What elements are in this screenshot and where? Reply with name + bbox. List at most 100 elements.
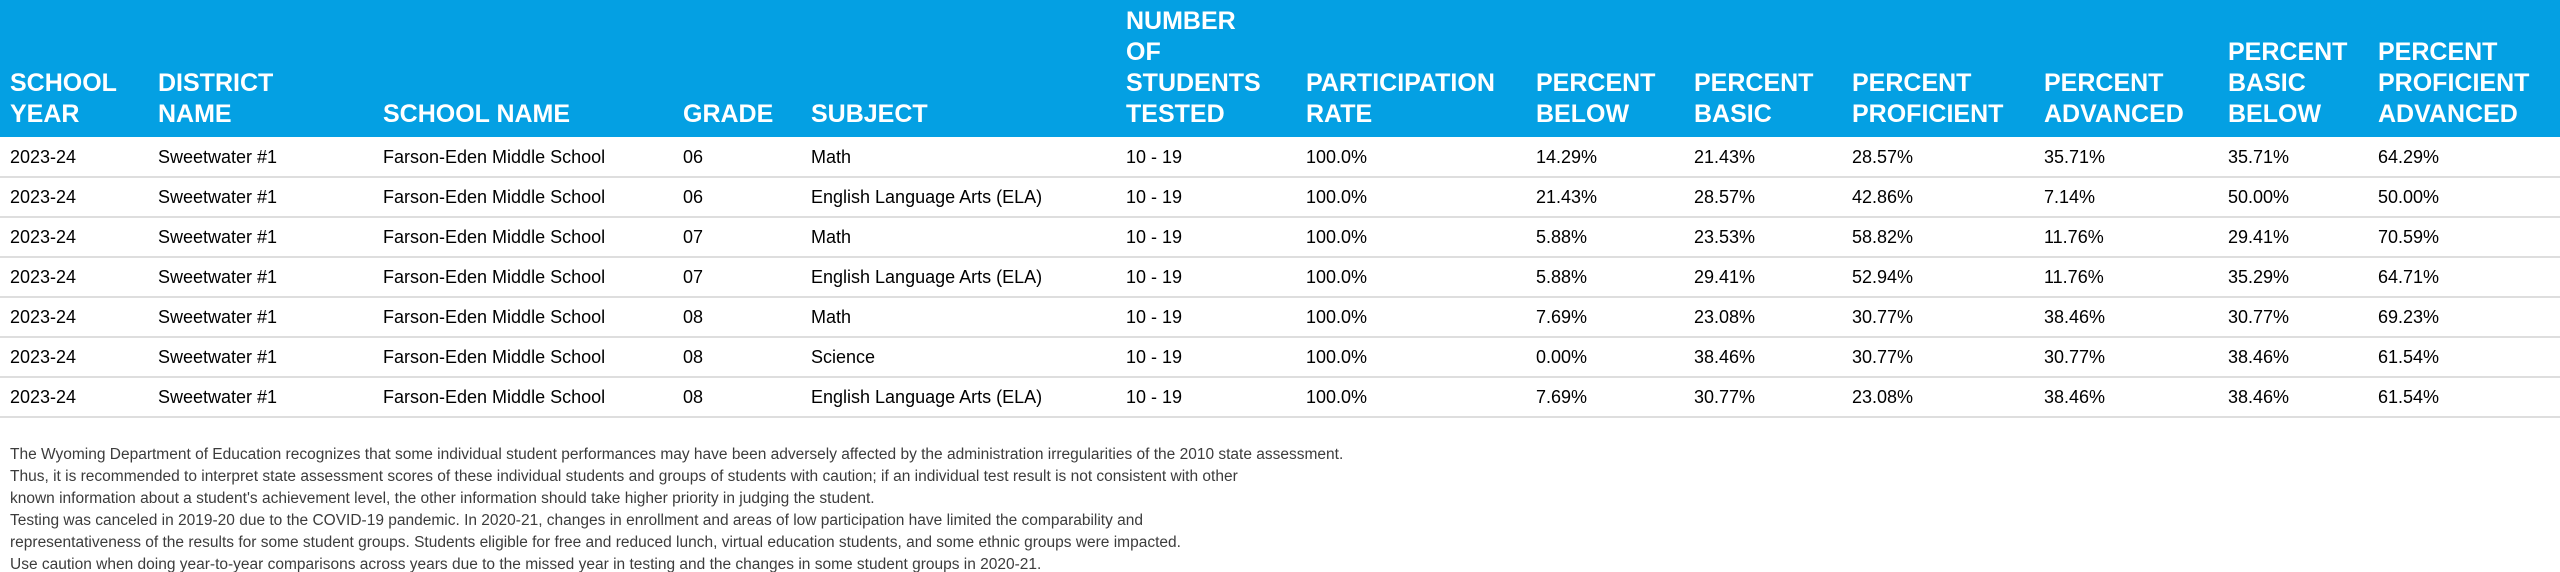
cell-participation-rate: 100.0% [1296,217,1526,258]
cell-grade: 06 [673,137,801,178]
cell-number-of-students-tested: 10 - 19 [1116,177,1296,218]
cell-percent-basic-below: 50.00% [2218,177,2368,218]
table-row: 2023-24 Sweetwater #1 Farson-Eden Middle S… [0,137,2560,178]
cell-percent-advanced: 7.14% [2034,177,2218,218]
cell-grade: 08 [673,297,801,338]
cell-percent-below: 7.69% [1526,377,1684,418]
column-header-participation-rate: PARTICIPATION RATE [1296,0,1526,137]
cell-percent-below: 5.88% [1526,217,1684,258]
column-header-percent-proficient: PERCENT PROFICIENT [1842,0,2034,137]
cell-participation-rate: 100.0% [1296,377,1526,418]
cell-district-name: Sweetwater #1 [148,137,373,178]
cell-percent-proficient-advanced: 64.29% [2368,137,2560,178]
table-row: 2023-24 Sweetwater #1 Farson-Eden Middle S… [0,297,2560,338]
cell-percent-proficient: 42.86% [1842,177,2034,218]
column-header-percent-basic: PERCENT BASIC [1684,0,1842,137]
cell-grade: 06 [673,177,801,218]
column-header-percent-advanced: PERCENT ADVANCED [2034,0,2218,137]
cell-percent-basic: 38.46% [1684,337,1842,378]
table-row: 2023-24 Sweetwater #1 Farson-Eden Middle S… [0,217,2560,258]
cell-participation-rate: 100.0% [1296,297,1526,338]
column-header-district-name: DISTRICT NAME [148,0,373,137]
cell-percent-below: 14.29% [1526,137,1684,178]
cell-school-year: 2023-24 [0,217,148,258]
column-header-school-name: SCHOOL NAME [373,0,673,137]
cell-percent-basic: 29.41% [1684,257,1842,298]
header-row: SCHOOL YEAR DISTRICT NAME SCHOOL NAME GRADE SU… [0,0,2560,137]
cell-percent-basic: 23.08% [1684,297,1842,338]
column-header-percent-basic-below: PERCENT BASIC BELOW [2218,0,2368,137]
cell-percent-proficient-advanced: 50.00% [2368,177,2560,218]
cell-subject: Science [801,337,1116,378]
cell-number-of-students-tested: 10 - 19 [1116,337,1296,378]
cell-percent-proficient: 52.94% [1842,257,2034,298]
table-row: 2023-24 Sweetwater #1 Farson-Eden Middle S… [0,257,2560,298]
cell-school-name: Farson-Eden Middle School [373,337,673,378]
cell-number-of-students-tested: 10 - 19 [1116,257,1296,298]
cell-participation-rate: 100.0% [1296,337,1526,378]
cell-subject: Math [801,137,1116,178]
cell-percent-advanced: 11.76% [2034,257,2218,298]
cell-district-name: Sweetwater #1 [148,257,373,298]
column-header-percent-below: PERCENT BELOW [1526,0,1684,137]
cell-number-of-students-tested: 10 - 19 [1116,297,1296,338]
cell-school-name: Farson-Eden Middle School [373,177,673,218]
cell-percent-proficient: 28.57% [1842,137,2034,178]
cell-percent-below: 21.43% [1526,177,1684,218]
cell-number-of-students-tested: 10 - 19 [1116,137,1296,178]
cell-school-name: Farson-Eden Middle School [373,257,673,298]
cell-percent-basic: 30.77% [1684,377,1842,418]
cell-percent-below: 7.69% [1526,297,1684,338]
footnote-line: known information about a student's achi… [10,490,875,507]
cell-grade: 07 [673,217,801,258]
cell-percent-basic-below: 38.46% [2218,377,2368,418]
cell-percent-below: 5.88% [1526,257,1684,298]
footnote-line: representativeness of the results for so… [10,534,1181,551]
cell-school-name: Farson-Eden Middle School [373,137,673,178]
table-row: 2023-24 Sweetwater #1 Farson-Eden Middle S… [0,177,2560,218]
cell-number-of-students-tested: 10 - 19 [1116,217,1296,258]
footnote-line: The Wyoming Department of Education reco… [10,446,1344,463]
cell-district-name: Sweetwater #1 [148,297,373,338]
column-header-school-year: SCHOOL YEAR [0,0,148,137]
footnote-line: Testing was canceled in 2019-20 due to t… [10,512,1144,529]
cell-percent-proficient: 30.77% [1842,297,2034,338]
column-header-number-of-students-tested: NUMBER OF STUDENTS TESTED [1116,0,1296,137]
cell-percent-proficient: 58.82% [1842,217,2034,258]
cell-subject: Math [801,217,1116,258]
footnote-line: Thus, it is recommended to interpret sta… [10,468,1238,485]
cell-percent-advanced: 38.46% [2034,377,2218,418]
cell-percent-proficient-advanced: 61.54% [2368,337,2560,378]
cell-subject: Math [801,297,1116,338]
cell-number-of-students-tested: 10 - 19 [1116,377,1296,418]
footnote-line: Use caution when doing year-to-year comp… [10,556,1042,572]
cell-percent-proficient: 30.77% [1842,337,2034,378]
cell-subject: English Language Arts (ELA) [801,257,1116,298]
cell-school-year: 2023-24 [0,137,148,178]
cell-subject: English Language Arts (ELA) [801,377,1116,418]
cell-percent-proficient: 23.08% [1842,377,2034,418]
cell-percent-basic: 21.43% [1684,137,1842,178]
cell-percent-advanced: 30.77% [2034,337,2218,378]
cell-grade: 08 [673,337,801,378]
table-row: 2023-24 Sweetwater #1 Farson-Eden Middle S… [0,337,2560,378]
cell-participation-rate: 100.0% [1296,257,1526,298]
cell-school-year: 2023-24 [0,297,148,338]
table-body: 2023-24 Sweetwater #1 Farson-Eden Middle S… [0,137,2560,418]
cell-percent-proficient-advanced: 70.59% [2368,217,2560,258]
cell-school-year: 2023-24 [0,377,148,418]
cell-percent-proficient-advanced: 61.54% [2368,377,2560,418]
cell-school-year: 2023-24 [0,337,148,378]
cell-grade: 08 [673,377,801,418]
cell-percent-below: 0.00% [1526,337,1684,378]
cell-grade: 07 [673,257,801,298]
cell-district-name: Sweetwater #1 [148,337,373,378]
cell-participation-rate: 100.0% [1296,137,1526,178]
table-row: 2023-24 Sweetwater #1 Farson-Eden Middle S… [0,377,2560,418]
cell-district-name: Sweetwater #1 [148,177,373,218]
cell-school-year: 2023-24 [0,177,148,218]
cell-percent-advanced: 11.76% [2034,217,2218,258]
cell-percent-basic-below: 35.29% [2218,257,2368,298]
column-header-subject: SUBJECT [801,0,1116,137]
assessment-results-table: SCHOOL YEAR DISTRICT NAME SCHOOL NAME GRADE SU… [0,0,2560,418]
